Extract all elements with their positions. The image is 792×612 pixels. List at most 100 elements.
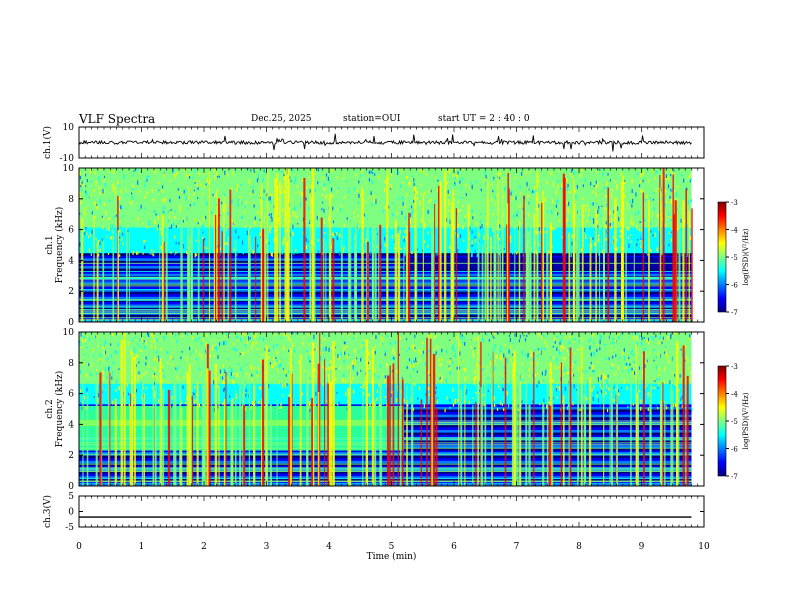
spectrogram-2 xyxy=(79,332,693,486)
spectrogram-speckle xyxy=(541,335,543,340)
spectrogram-speckle xyxy=(675,333,677,335)
spectrogram-speckle xyxy=(367,351,370,356)
spectrogram-speckle xyxy=(293,210,295,214)
spectrogram-speckle xyxy=(433,348,435,351)
spectrogram-speckle xyxy=(600,214,602,218)
spectrogram-speckle xyxy=(666,405,668,410)
spectrogram-speckle xyxy=(605,207,607,210)
spectrogram-speckle xyxy=(308,207,310,212)
spectrogram-speckle xyxy=(464,341,466,346)
spectrogram-speckle xyxy=(557,185,559,189)
x-axis-label: Time (min) xyxy=(367,551,417,562)
spectrogram-speckle xyxy=(334,346,336,349)
spectrogram-speckle xyxy=(607,374,609,378)
spectrogram-burst xyxy=(403,244,405,322)
spectrogram-speckle xyxy=(231,187,233,190)
spectrogram-speckle xyxy=(521,375,523,379)
spectrogram-speckle xyxy=(98,176,100,180)
spectrogram-speckle xyxy=(145,362,147,366)
spectrogram-speckle xyxy=(437,390,439,394)
spectrogram-speckle xyxy=(476,253,478,258)
spectrogram-speckle xyxy=(283,173,285,177)
spectrogram-speckle xyxy=(466,389,468,392)
spectrogram-speckle xyxy=(687,358,689,364)
spectrogram-speckle xyxy=(181,350,183,353)
spectrogram-speckle xyxy=(629,233,631,236)
spectrogram-speckle xyxy=(170,251,172,254)
spectrogram-speckle xyxy=(283,237,285,242)
spectrogram-speckle xyxy=(88,195,90,199)
spectrogram-speckle xyxy=(441,376,443,381)
spectrogram-speckle xyxy=(367,196,369,200)
spectrogram-speckle xyxy=(84,206,87,210)
spectrogram-row xyxy=(79,183,692,187)
spectrogram-speckle xyxy=(469,232,471,235)
spectrogram-speckle xyxy=(150,333,153,337)
spectrogram-hline xyxy=(79,437,692,439)
spectrogram-speckle xyxy=(442,169,445,172)
spectrogram-speckle xyxy=(402,181,404,184)
spectrogram-speckle xyxy=(605,238,607,241)
spectrogram-speckle xyxy=(293,206,296,211)
colorbar xyxy=(717,365,727,477)
spectrogram-speckle xyxy=(500,345,502,349)
spectrogram-speckle xyxy=(225,332,228,336)
spectrogram-burst xyxy=(323,237,325,322)
spectrogram-burst xyxy=(434,203,436,322)
spectrogram-speckle xyxy=(422,342,424,345)
spectrogram-speckle xyxy=(461,334,463,337)
spectrogram-burst xyxy=(432,354,436,486)
spectrogram-speckle xyxy=(373,402,375,407)
spectrogram-speckle xyxy=(208,367,210,371)
spectrogram-speckle xyxy=(180,400,182,405)
spectrogram-speckle xyxy=(605,391,607,396)
spectrogram-speckle xyxy=(280,402,282,405)
spectrogram-speckle xyxy=(310,196,312,200)
spectrogram-speckle xyxy=(468,187,471,190)
spectrogram-burst xyxy=(260,183,263,322)
spectrogram-speckle xyxy=(109,224,112,228)
spectrogram-speckle xyxy=(433,218,435,221)
spectrogram-row xyxy=(79,393,692,397)
spectrogram-speckle xyxy=(195,222,197,225)
spectrogram-speckle xyxy=(521,171,523,176)
spectrogram-speckle xyxy=(219,369,222,374)
spectrogram-speckle xyxy=(363,384,365,389)
spectrogram-burst xyxy=(325,241,327,322)
spectrogram-speckle xyxy=(371,172,373,174)
spectrogram-speckle xyxy=(583,204,585,208)
spectrogram-speckle xyxy=(172,222,175,227)
spectrogram-speckle xyxy=(605,195,607,198)
spectrogram-burst xyxy=(494,212,497,322)
spectrogram-speckle xyxy=(681,395,683,400)
spectrogram-speckle xyxy=(146,226,148,229)
spectrogram-speckle xyxy=(472,214,474,217)
x-tick-label: 4 xyxy=(326,542,332,552)
spectrogram-speckle xyxy=(388,205,390,209)
colorbar-label: log(PSD)(V²/Hz) xyxy=(742,228,750,285)
spectrogram-burst xyxy=(429,338,432,486)
spectrogram-speckle xyxy=(452,361,454,364)
spectrogram-speckle xyxy=(84,232,86,236)
spectrogram-speckle xyxy=(291,199,294,203)
spectrogram-speckle xyxy=(191,336,194,340)
spectrogram-speckle xyxy=(554,237,556,241)
spectrogram-speckle xyxy=(679,397,681,401)
spectrogram-speckle xyxy=(586,396,588,401)
spectrogram-speckle xyxy=(151,374,154,379)
spectrogram-burst xyxy=(551,385,554,486)
spectrogram-speckle xyxy=(330,364,333,368)
spectrogram-speckle xyxy=(639,221,641,224)
spectrogram-hline xyxy=(79,468,692,470)
spectrogram-speckle xyxy=(417,397,419,400)
spectrogram-burst xyxy=(313,197,316,322)
spectrogram-speckle xyxy=(421,341,424,344)
spectrogram-row xyxy=(79,216,692,220)
spectrogram-speckle xyxy=(178,377,180,381)
spectrogram-speckle xyxy=(506,390,508,396)
spectrogram-speckle xyxy=(612,189,614,192)
y-tick-label: 10 xyxy=(63,123,75,133)
spectrogram-speckle xyxy=(226,172,229,177)
spectrogram-speckle xyxy=(101,238,104,242)
spectrogram-speckle xyxy=(610,192,612,195)
